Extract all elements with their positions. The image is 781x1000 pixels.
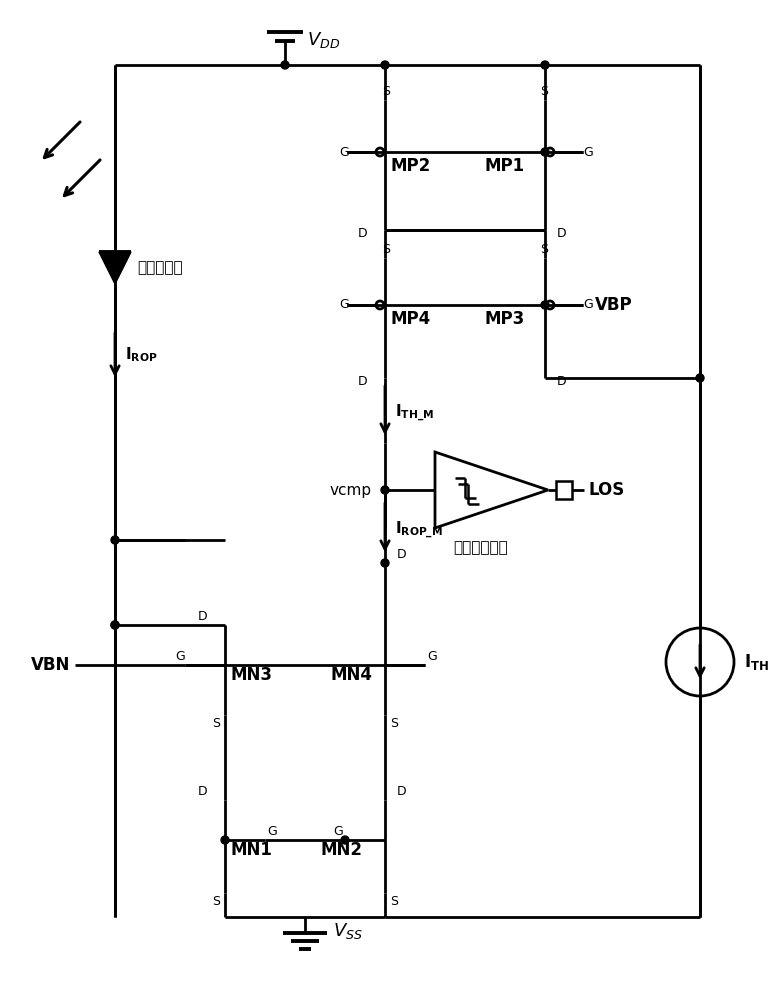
Text: S: S — [390, 717, 398, 730]
Circle shape — [281, 61, 289, 69]
Circle shape — [111, 621, 119, 629]
Text: VBP: VBP — [595, 296, 633, 314]
Circle shape — [111, 536, 119, 544]
Text: S: S — [212, 895, 220, 908]
Text: D: D — [198, 785, 207, 798]
Text: MP1: MP1 — [485, 157, 525, 175]
Circle shape — [341, 836, 349, 844]
Text: D: D — [198, 610, 207, 623]
Text: G: G — [583, 145, 593, 158]
Text: MP2: MP2 — [390, 157, 430, 175]
Text: G: G — [333, 825, 343, 838]
Text: D: D — [358, 227, 367, 240]
Text: S: S — [382, 243, 390, 256]
Text: S: S — [390, 895, 398, 908]
Text: S: S — [540, 85, 548, 98]
Circle shape — [696, 374, 704, 382]
Text: S: S — [212, 717, 220, 730]
Text: MP4: MP4 — [390, 310, 430, 328]
Circle shape — [381, 61, 389, 69]
Text: MN3: MN3 — [230, 666, 272, 684]
Text: MN1: MN1 — [230, 841, 272, 859]
Text: LOS: LOS — [588, 481, 624, 499]
Text: 光电二极管: 光电二极管 — [137, 260, 183, 275]
Text: G: G — [583, 298, 593, 312]
Text: MN4: MN4 — [330, 666, 372, 684]
Text: I$_{\mathregular{ROP\_M}}$: I$_{\mathregular{ROP\_M}}$ — [395, 520, 443, 540]
Circle shape — [541, 61, 549, 69]
Circle shape — [221, 836, 229, 844]
Circle shape — [111, 621, 119, 629]
Text: D: D — [557, 375, 567, 388]
Circle shape — [541, 301, 549, 309]
Text: G: G — [339, 298, 349, 312]
Circle shape — [381, 559, 389, 567]
Text: D: D — [358, 375, 367, 388]
Circle shape — [381, 486, 389, 494]
Text: MN2: MN2 — [320, 841, 362, 859]
Text: I$_{\mathregular{ROP}}$: I$_{\mathregular{ROP}}$ — [125, 346, 158, 364]
Text: 施密特触发器: 施密特触发器 — [453, 540, 508, 556]
Text: G: G — [175, 650, 185, 663]
Text: D: D — [557, 227, 567, 240]
Text: G: G — [339, 145, 349, 158]
Text: S: S — [382, 85, 390, 98]
Text: I$_{\mathregular{TH}}$: I$_{\mathregular{TH}}$ — [744, 652, 769, 672]
Text: V$_{\mathregular{SS}}$: V$_{\mathregular{SS}}$ — [333, 921, 363, 941]
Text: vcmp: vcmp — [330, 483, 372, 497]
Text: D: D — [397, 548, 407, 561]
Text: G: G — [427, 650, 437, 663]
Polygon shape — [99, 252, 131, 284]
Text: V$_{\mathregular{DD}}$: V$_{\mathregular{DD}}$ — [307, 30, 341, 50]
Text: MP3: MP3 — [485, 310, 526, 328]
Text: D: D — [397, 785, 407, 798]
Text: I$_{\mathregular{TH\_M}}$: I$_{\mathregular{TH\_M}}$ — [395, 403, 434, 423]
Text: S: S — [540, 243, 548, 256]
Text: G: G — [267, 825, 276, 838]
Text: VBN: VBN — [30, 656, 70, 674]
Bar — [556, 481, 572, 499]
Circle shape — [541, 148, 549, 156]
